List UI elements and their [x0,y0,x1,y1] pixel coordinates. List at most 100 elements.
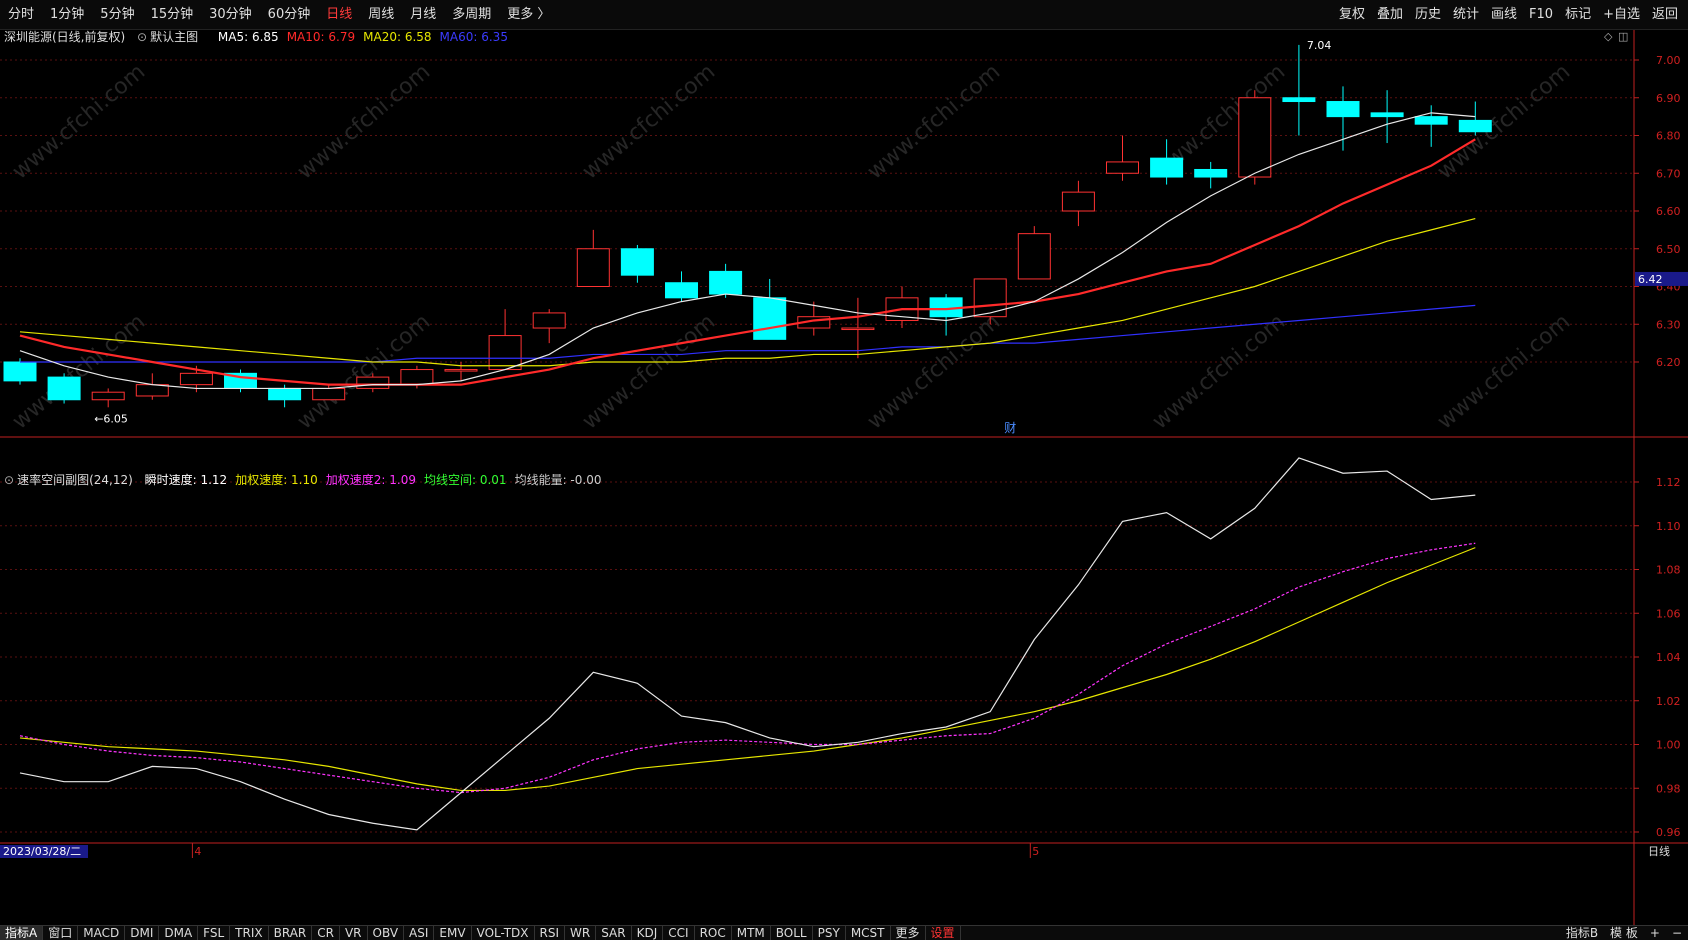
period-tab-0[interactable]: 分时 [8,7,35,22]
period-tab-9[interactable]: 多周期 [452,7,492,22]
wspeed-line [19,547,1476,792]
indicator-tab-16[interactable]: SAR [596,926,632,940]
sub-tick-label: 1.10 [1656,520,1681,533]
indicator-tab-9[interactable]: VR [340,926,368,940]
candle-body [488,335,522,371]
watermark: www.cfchi.com [578,59,720,184]
price-tick-label: 6.60 [1656,205,1681,218]
indicator-tab-14[interactable]: RSI [535,926,566,940]
price-tick-label: 6.20 [1656,356,1681,369]
indicator-tab-24[interactable]: 更多 [891,926,926,940]
ma-legend-item-0: MA5: 6.85 [217,30,279,44]
indicator-tab-3[interactable]: DMI [125,926,160,940]
watermark: www.cfchi.com [1433,309,1575,434]
tool-button-2[interactable]: 历史 [1414,7,1441,22]
period-tabs: 分时 1分钟 5分钟 15分钟 30分钟 60分钟 日线 周线 月线 多周期 更多 〉 [0,6,558,24]
candle-body [400,369,434,386]
period-tab-4[interactable]: 30分钟 [209,7,252,22]
period-tab-3[interactable]: 15分钟 [150,7,194,22]
window-icon[interactable]: ◫ [1618,30,1628,43]
tool-button-4[interactable]: 画线 [1491,7,1518,22]
indicator-tab-8[interactable]: CR [312,926,340,940]
sub-legend-item-3: 均线空间: 0.01 [423,473,507,487]
candle-body [709,270,743,295]
indicator-tab-0[interactable]: 指标A [0,926,44,940]
bottom-bar: 指标A 窗口 MACD DMI DMA FSL TRIX BRAR CR VR OBV ASI EMV V… [0,925,1688,940]
stock-title: 深圳能源(日线,前复权) [4,30,126,44]
candle-body [91,391,125,401]
indicator-tab-15[interactable]: WR [565,926,597,940]
indicator-tab-1[interactable]: 窗口 [43,926,79,940]
indicator-tab-5[interactable]: FSL [198,926,231,940]
indicator-tab-4[interactable]: DMA [159,926,199,940]
ma20-line [19,217,1476,367]
indicator-tab-6[interactable]: TRIX [230,926,269,940]
indicator-tab-11[interactable]: ASI [404,926,435,940]
sub-tick-label: 1.08 [1656,564,1681,577]
sub-title: 速率空间副图(24,12) [17,473,133,487]
period-tab-8[interactable]: 月线 [410,7,437,22]
template-tab[interactable]: 模 板 [1610,926,1638,940]
date-box [0,845,88,858]
diamond-icon[interactable]: ◇ [1604,30,1613,43]
tool-button-8[interactable]: 返回 [1651,7,1678,22]
tool-button-0[interactable]: 复权 [1338,7,1365,22]
ma-legend-item-3: MA60: 6.35 [439,30,508,44]
tool-button-7[interactable]: +自选 [1603,7,1640,22]
tool-button-1[interactable]: 叠加 [1376,7,1403,22]
price-tick-label: 6.30 [1656,318,1681,331]
period-tab-7[interactable]: 周线 [368,7,395,22]
price-tick-label: 6.90 [1656,92,1681,105]
template-label[interactable]: ⊙ 默认主图 [137,30,206,44]
sub-tick-label: 1.04 [1656,651,1681,664]
chart-canvas[interactable]: 7.006.906.806.706.606.506.406.306.206.42… [0,30,1688,925]
indicator-b-tab[interactable]: 指标B [1565,926,1599,940]
period-tab-10[interactable]: 更多 〉 [507,7,551,22]
candle-body [1106,161,1139,174]
sub-legend-item-2: 加权速度2: 1.09 [325,473,416,487]
indicator-tab-25[interactable]: 设置 [926,926,961,940]
period-tab-1[interactable]: 1分钟 [50,7,85,22]
candle-body [1061,191,1095,212]
period-tab-2[interactable]: 5分钟 [100,7,135,22]
chart-area[interactable]: 7.00 6.90 6.80 6.70 6.60 6.50 6.40 6.30 6.20 6.42… [0,30,1688,925]
ma-legend-item-1: MA10: 6.79 [286,30,356,44]
indicator-tab-23[interactable]: MCST [846,926,891,940]
period-tab-5[interactable]: 60分钟 [267,7,311,22]
current-price-box [1635,271,1688,286]
finance-event-mark[interactable]: 财 [1004,421,1016,435]
indicator-tab-17[interactable]: KDJ [632,926,664,940]
sub-legend-item-0: 瞬时速度: 1.12 [144,473,228,487]
candle-body [312,387,346,401]
candle-body [179,372,213,386]
candle-body [1458,119,1492,133]
indicator-tab-22[interactable]: PSY [813,926,846,940]
tool-buttons: 复权 叠加 历史 统计 画线 F10 标记 +自选 返回 [1333,6,1684,24]
tool-button-6[interactable]: 标记 [1565,7,1592,22]
indicator-tab-10[interactable]: OBV [368,926,405,940]
indicator-tab-18[interactable]: CCI [663,926,695,940]
template-icon: ⊙ [137,30,148,44]
sub-indicator-icon[interactable]: ⊙ [4,473,15,487]
period-tab-6[interactable]: 日线 [326,7,353,22]
high-price-label: 7.04 [1307,39,1332,52]
zoom-in-button[interactable]: + [1649,926,1660,940]
sub-legend: ⊙ 速率空间副图(24,12) 瞬时速度: 1.12 加权速度: 1.10 加权速度2… [4,471,617,488]
indicator-tab-21[interactable]: BOLL [771,926,813,940]
zoom-out-button[interactable]: − [1671,926,1682,940]
indicator-tab-13[interactable]: VOL-TDX [472,926,535,940]
indicator-tab-19[interactable]: ROC [695,926,732,940]
tool-button-5[interactable]: F10 [1529,7,1554,22]
tool-button-3[interactable]: 统计 [1453,7,1480,22]
candle-body [3,361,37,382]
candle-body [576,248,610,287]
indicator-tab-12[interactable]: EMV [434,926,472,940]
indicator-tab-20[interactable]: MTM [732,926,771,940]
low-price-label: ←6.05 [94,413,128,426]
candle-body [444,369,478,372]
indicator-tab-7[interactable]: BRAR [269,926,313,940]
candle-body [1326,101,1360,118]
sub-tick-label: 1.02 [1656,695,1681,708]
sub-tick-label: 0.98 [1656,782,1681,795]
indicator-tab-2[interactable]: MACD [78,926,126,940]
